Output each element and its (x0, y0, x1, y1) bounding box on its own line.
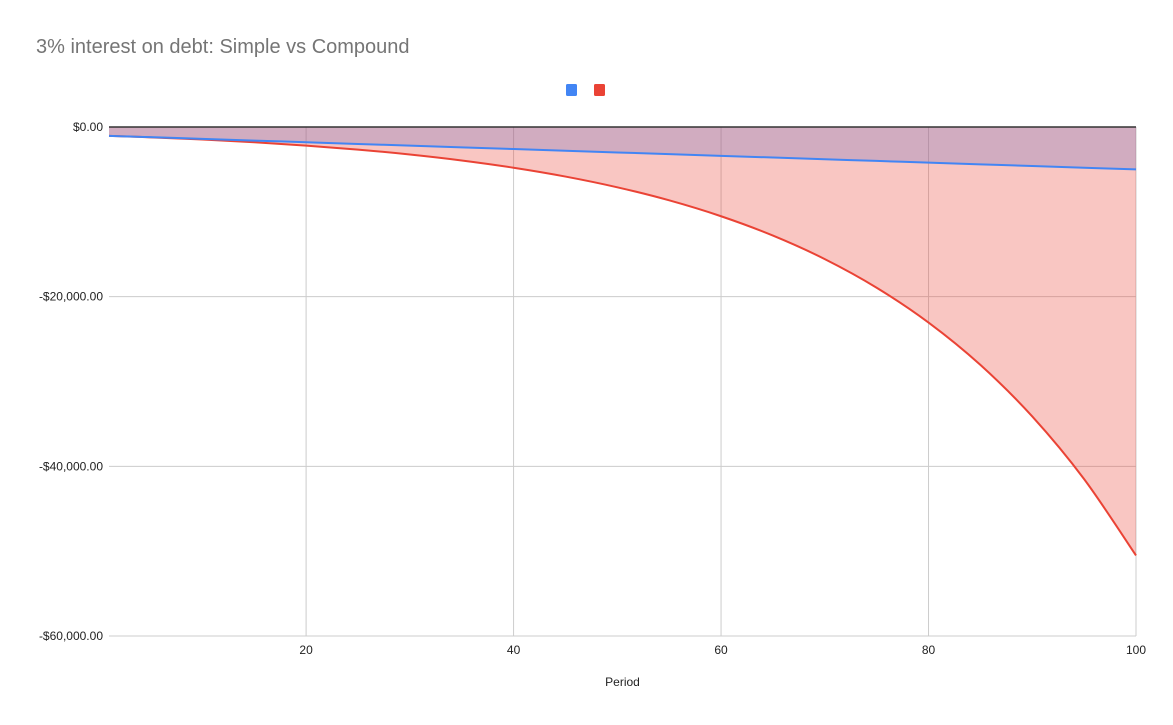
x-tick-label: 100 (1126, 643, 1146, 657)
y-tick-label: -$20,000.00 (39, 290, 103, 304)
x-tick-label: 40 (507, 643, 521, 657)
series-area-1 (109, 127, 1136, 170)
y-tick-label: -$60,000.00 (39, 629, 103, 643)
legend-swatch-2 (594, 84, 605, 96)
series-line-1 (108, 134, 1137, 171)
y-tick-label: -$40,000.00 (39, 459, 103, 473)
x-tick-label: 80 (922, 643, 936, 657)
legend-swatch-1 (566, 84, 577, 96)
series-area-2 (109, 127, 1136, 556)
x-axis-label: Period (605, 675, 640, 689)
x-tick-label: 60 (714, 643, 728, 657)
chart-title: 3% interest on debt: Simple vs Compound (36, 36, 410, 58)
series-line-2 (108, 134, 1137, 557)
x-tick-label: 20 (299, 643, 313, 657)
y-tick-label: $0.00 (73, 120, 103, 134)
